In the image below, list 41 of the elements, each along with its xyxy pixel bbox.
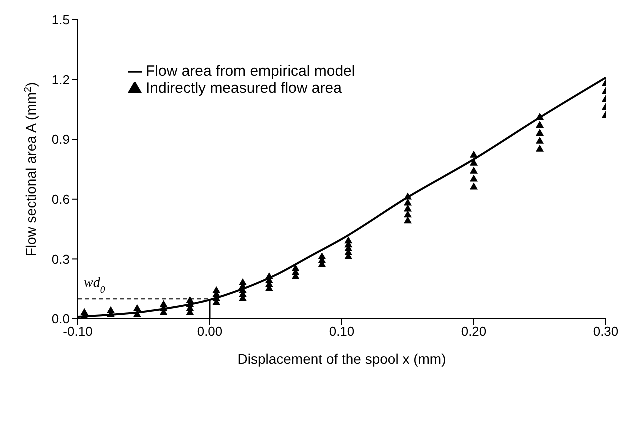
point [344, 236, 353, 244]
point [292, 264, 300, 272]
point [238, 278, 248, 286]
y-tick-label: 0.6 [52, 192, 70, 208]
annotation: wd$_{0}$ [84, 276, 106, 296]
point [106, 306, 116, 314]
point [536, 121, 544, 128]
x-tick-label: 0.10 [329, 324, 355, 340]
point [133, 304, 142, 312]
x-tick-label: 0.00 [197, 324, 223, 340]
point [470, 174, 478, 182]
point [160, 300, 168, 308]
point [80, 308, 89, 316]
x-axis-title: Displacement of the spool x (mm) [238, 351, 446, 367]
point [470, 166, 478, 174]
x-tick-label: -0.10 [63, 324, 93, 340]
point [133, 310, 142, 318]
point [186, 296, 194, 304]
point [536, 136, 544, 144]
point [318, 252, 326, 260]
y-tick-label: 0.9 [52, 132, 70, 148]
point [470, 182, 478, 190]
point [404, 198, 412, 206]
y-tick-label: 1.2 [52, 72, 70, 88]
point [470, 150, 478, 158]
x-tick-label: 0.20 [461, 324, 487, 340]
legend-label: Indirectly measured flow area [146, 80, 342, 97]
point [404, 204, 412, 212]
point [536, 128, 544, 136]
point [536, 144, 544, 152]
point [536, 113, 544, 120]
y-tick-label: 0.0 [52, 312, 70, 327]
point [212, 286, 221, 294]
x-tick-label: 0.30 [593, 324, 619, 340]
y-tick-label: 0.3 [52, 252, 70, 267]
point [404, 216, 412, 224]
point [404, 210, 412, 218]
point [265, 272, 274, 280]
point [404, 192, 412, 200]
legend-label: Flow area from empirical model [146, 63, 356, 80]
y-tick-label: 1.5 [52, 12, 70, 28]
